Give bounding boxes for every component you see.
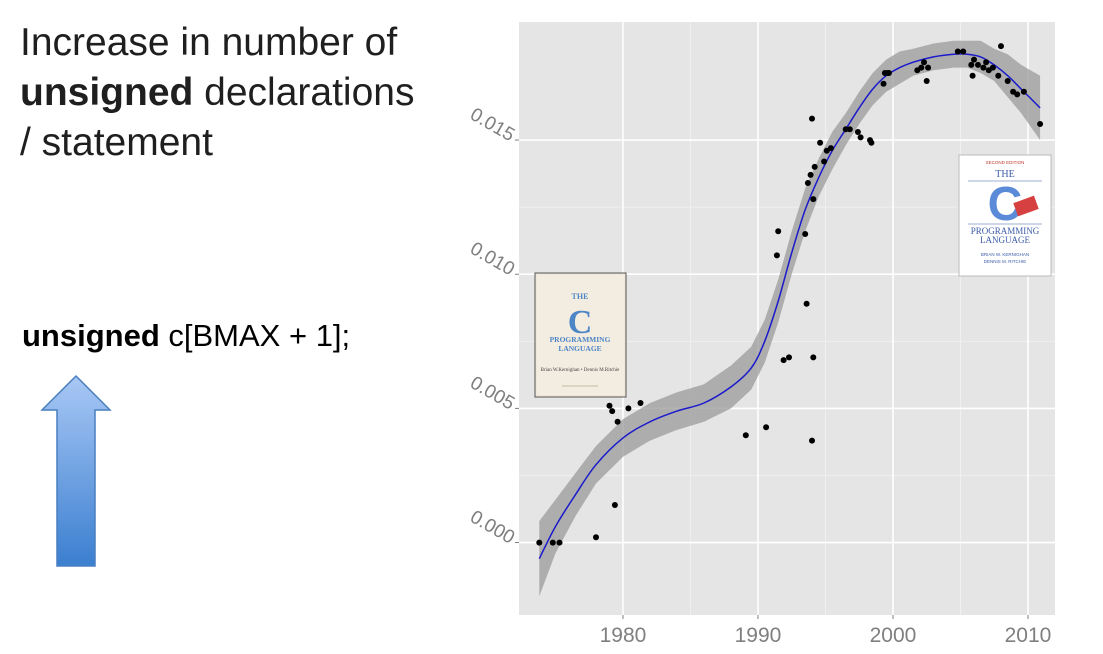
y-tick-label: 0.015	[466, 104, 518, 146]
up-arrow-icon	[40, 374, 112, 567]
data-point	[773, 252, 780, 259]
y-tick-label: 0.010	[466, 238, 518, 280]
x-tick-label: 1980	[600, 624, 647, 647]
cover2-authors1: BRIAN W. KERNIGHAN	[981, 252, 1029, 257]
data-point	[742, 432, 749, 439]
data-point	[1004, 78, 1011, 84]
data-point	[983, 59, 990, 66]
data-point	[625, 405, 632, 412]
data-point	[763, 424, 770, 431]
data-point	[971, 56, 977, 63]
code-keyword: unsigned	[22, 318, 160, 353]
data-point	[1037, 121, 1044, 127]
y-tick-label: 0.005	[466, 372, 518, 414]
data-point	[960, 48, 967, 55]
headline-keyword: unsigned	[20, 71, 194, 114]
data-point	[980, 64, 987, 71]
data-point	[975, 61, 981, 68]
data-point	[846, 126, 853, 133]
data-point	[786, 354, 792, 361]
data-point	[810, 354, 817, 361]
data-point	[998, 43, 1004, 50]
data-point	[609, 408, 616, 415]
slide-headline: Increase in number of unsigned declarati…	[20, 18, 414, 168]
y-tick-label: 0.000	[466, 507, 518, 549]
data-point	[827, 145, 834, 152]
cover2-edition: SECOND EDITION	[986, 160, 1025, 165]
data-point	[606, 402, 613, 409]
cover1-subtitle2: LANGUAGE	[558, 344, 601, 353]
data-point	[807, 171, 814, 178]
cover2-title: THE	[995, 169, 1014, 180]
data-point	[556, 539, 563, 546]
data-point	[923, 78, 930, 84]
data-point	[918, 64, 925, 71]
data-point	[803, 300, 810, 307]
data-point	[868, 139, 875, 146]
data-point	[880, 80, 887, 87]
data-point	[536, 539, 543, 546]
headline-line-3: / statement	[20, 121, 213, 164]
x-tick-label: 2010	[1005, 624, 1052, 647]
data-point	[775, 228, 782, 235]
data-point	[995, 72, 1002, 79]
data-point	[842, 126, 849, 133]
data-point	[857, 134, 864, 141]
cover1-subtitle1: PROGRAMMING	[550, 335, 611, 344]
data-point	[954, 48, 961, 55]
headline-line-2-rest: declarations	[193, 71, 415, 114]
x-tick-label: 2000	[870, 624, 917, 647]
cover1-title: THE	[572, 292, 589, 301]
data-point	[809, 115, 815, 122]
data-point	[885, 70, 892, 76]
data-point	[968, 61, 975, 68]
data-point	[811, 163, 818, 170]
data-point	[810, 196, 817, 203]
data-point	[549, 539, 556, 546]
data-point	[614, 418, 621, 425]
data-point	[809, 437, 815, 444]
cover1-logo: C	[568, 304, 593, 341]
data-point	[637, 400, 644, 406]
headline-line-2: unsigned declarations	[20, 68, 414, 118]
data-point	[780, 357, 787, 364]
data-point	[611, 502, 618, 508]
data-point	[925, 64, 932, 71]
data-point	[821, 158, 828, 165]
book-cover-second-edition: SECOND EDITION THE C PROGRAMMING LANGUAG…	[958, 154, 1052, 277]
book-cover-first-edition: THE C PROGRAMMING LANGUAGE Brian W.Kerni…	[534, 272, 627, 398]
code-example: unsigned c[BMAX + 1];	[22, 318, 350, 354]
data-point	[593, 534, 599, 541]
headline-line-1: Increase in number of	[20, 21, 398, 64]
data-point	[969, 72, 976, 79]
cover1-authors: Brian W.Kernighan • Dennis M.Ritchie	[541, 368, 620, 373]
data-point	[989, 64, 996, 71]
data-point	[802, 231, 809, 237]
cover2-subtitle2: LANGUAGE	[980, 235, 1030, 245]
data-point	[921, 59, 927, 66]
cover2-subtitle1: PROGRAMMING	[971, 226, 1040, 236]
cover2-authors2: DENNIS M. RITCHIE	[984, 259, 1027, 264]
data-point	[1014, 91, 1021, 98]
data-point	[804, 180, 811, 186]
code-rest: c[BMAX + 1];	[159, 318, 351, 353]
data-point	[854, 129, 861, 135]
data-point	[817, 139, 824, 146]
x-tick-label: 1990	[735, 624, 782, 647]
data-point	[1020, 88, 1027, 95]
